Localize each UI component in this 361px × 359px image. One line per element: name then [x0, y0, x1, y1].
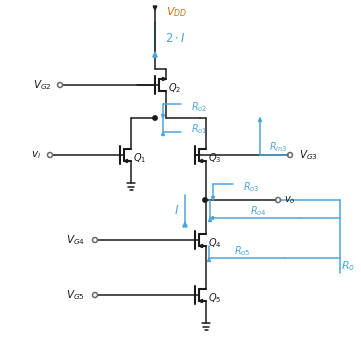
Polygon shape: [162, 78, 166, 80]
Polygon shape: [208, 258, 210, 261]
Polygon shape: [210, 216, 213, 220]
Text: $V_{G5}$: $V_{G5}$: [66, 288, 84, 302]
Polygon shape: [199, 244, 203, 248]
Text: $V_{G3}$: $V_{G3}$: [299, 148, 317, 162]
Polygon shape: [153, 6, 157, 10]
Text: $R_{o5}$: $R_{o5}$: [234, 244, 251, 258]
Polygon shape: [208, 218, 212, 222]
Text: $R_o$: $R_o$: [341, 259, 355, 273]
Text: $Q_5$: $Q_5$: [208, 291, 222, 305]
Text: $Q_4$: $Q_4$: [208, 236, 222, 250]
Polygon shape: [199, 159, 203, 163]
Polygon shape: [183, 222, 187, 227]
Text: $R_{o4}$: $R_{o4}$: [250, 204, 267, 218]
Circle shape: [203, 198, 207, 202]
Text: $Q_3$: $Q_3$: [208, 151, 222, 165]
Text: $2\cdot I$: $2\cdot I$: [165, 32, 186, 45]
Polygon shape: [161, 132, 165, 135]
Text: $Q_1$: $Q_1$: [133, 151, 147, 165]
Text: $Q_2$: $Q_2$: [168, 81, 182, 95]
Text: $V_{G4}$: $V_{G4}$: [66, 233, 84, 247]
Circle shape: [153, 116, 157, 120]
Polygon shape: [199, 299, 203, 303]
Text: $R_{o2}$: $R_{o2}$: [191, 100, 208, 114]
Text: $I$: $I$: [174, 204, 180, 216]
Text: $V_{DD}$: $V_{DD}$: [166, 5, 188, 19]
Polygon shape: [153, 52, 157, 57]
Polygon shape: [258, 118, 262, 121]
Text: $v_o$: $v_o$: [284, 194, 296, 206]
Text: $v_i$: $v_i$: [31, 149, 41, 161]
Text: $R_{o3}$: $R_{o3}$: [243, 180, 260, 194]
Polygon shape: [161, 115, 165, 118]
Polygon shape: [124, 159, 127, 163]
Polygon shape: [212, 196, 214, 200]
Text: $R_{o1}$: $R_{o1}$: [191, 122, 208, 136]
Text: $V_{G2}$: $V_{G2}$: [33, 78, 51, 92]
Text: $R_{in3}$: $R_{in3}$: [269, 140, 287, 154]
